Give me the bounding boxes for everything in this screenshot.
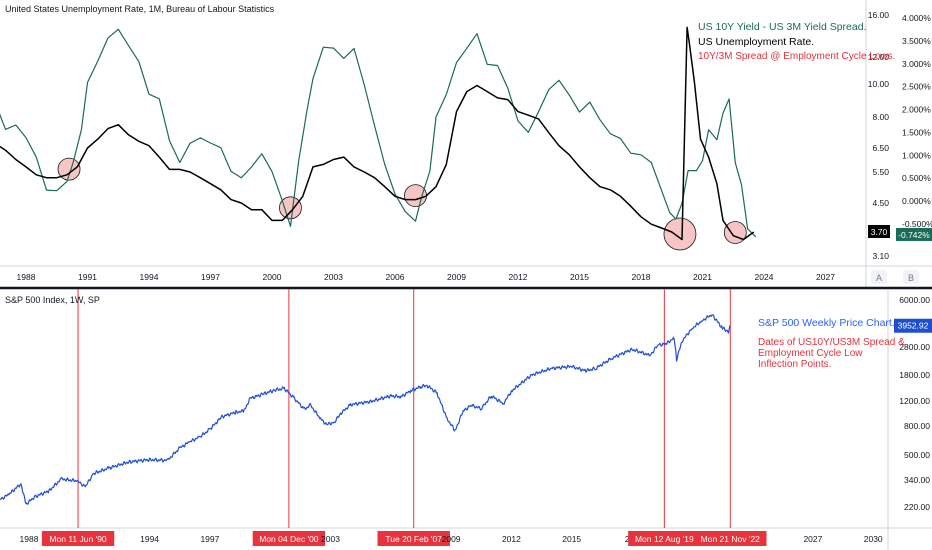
spread-tick: 4.000% <box>902 13 931 23</box>
spread-tick: 3.000% <box>902 59 931 69</box>
bottom-panel-series <box>0 314 731 505</box>
unemployment-tick: 4.50 <box>872 198 889 208</box>
spread-current-badge <box>896 227 932 241</box>
sp500-tick: 1200.00 <box>899 396 930 406</box>
date-marker-label: Mon 21 Nov '22 <box>701 534 761 544</box>
bottom-x-tick: 1988 <box>20 534 39 544</box>
unemployment-current-value: 3.70 <box>871 227 888 237</box>
top-x-tick: 2024 <box>755 272 774 282</box>
bottom-x-tick: 1994 <box>140 534 159 544</box>
sp500-current-value: 3952.92 <box>898 321 929 331</box>
sp500-tick: 340.00 <box>904 475 930 485</box>
top-x-tick: 2018 <box>632 272 651 282</box>
inflection-date-markers <box>77 289 731 528</box>
scale-button-a-label: A <box>876 273 882 283</box>
legend-dates-line3: Inflection Points. <box>758 359 831 370</box>
sp500-tick: 220.00 <box>904 502 930 512</box>
spread-tick: 1.000% <box>902 150 931 160</box>
bottom-x-tick: 2027 <box>803 534 822 544</box>
cycle-low-highlight <box>57 157 81 181</box>
legend-cycle-lows: 10Y/3M Spread @ Employment Cycle Lows. <box>698 51 895 62</box>
legend-spread: US 10Y Yield - US 3M Yield Spread. <box>698 21 866 33</box>
sp500-tick: 800.00 <box>904 421 930 431</box>
date-marker-badge <box>377 531 450 546</box>
legend-sp500: S&P 500 Weekly Price Chart. <box>758 317 895 329</box>
bottom-x-tick: 2009 <box>442 534 461 544</box>
unemployment-line <box>0 26 755 241</box>
top-panel-series <box>0 26 757 241</box>
spread-tick: 1.500% <box>902 127 931 137</box>
top-x-tick: 2006 <box>386 272 405 282</box>
scale-button-b-label: B <box>908 273 914 283</box>
employment-cycle-low-highlights <box>57 157 747 251</box>
sp500-line <box>0 314 731 505</box>
unemployment-tick: 5.50 <box>872 167 889 177</box>
top-x-tick: 2000 <box>263 272 282 282</box>
cycle-low-highlight <box>663 217 697 251</box>
sp500-current-badge <box>894 318 932 333</box>
spread-tick: 2.000% <box>902 105 931 115</box>
scale-button-a[interactable] <box>871 270 887 284</box>
legend-dates-line2: Employment Cycle Low <box>758 348 863 359</box>
top-x-tick: 2003 <box>324 272 343 282</box>
legend-unemployment: US Unemployment Rate. <box>698 36 814 48</box>
date-marker-label: Mon 04 Dec '00 <box>259 534 319 544</box>
date-marker-label: Mon 11 Jun '90 <box>49 534 106 544</box>
sp500-price-axis: 6000.00 2800.00 1800.00 1200.00 800.00 500.00… <box>894 295 932 512</box>
top-time-axis: 1988 1991 1994 1997 2000 2003 2006 2009 2012 2015… <box>17 272 836 282</box>
top-x-tick: 1988 <box>17 272 36 282</box>
unemployment-axis: 16.00 12.00 10.00 8.00 6.50 5.50 4.50 3.10 3.70 <box>868 10 890 261</box>
spread-tick: 0.000% <box>902 196 931 206</box>
sp500-tick: 6000.00 <box>899 295 930 305</box>
sp500-tick: 500.00 <box>904 450 930 460</box>
spread-line <box>0 28 757 238</box>
sp500-tick: 2800.00 <box>899 342 930 352</box>
unemployment-tick: 16.00 <box>868 10 890 20</box>
unemployment-tick: 3.10 <box>872 251 889 261</box>
scale-button-b[interactable] <box>903 270 919 284</box>
spread-tick: 2.500% <box>902 82 931 92</box>
top-x-tick: 2021 <box>693 272 712 282</box>
top-x-tick: 1991 <box>78 272 97 282</box>
top-x-tick: 2015 <box>570 272 589 282</box>
spread-axis: 4.000% 3.500% 3.000% 2.500% 2.000% 1.500% 1.00… <box>896 13 932 241</box>
unemployment-tick: 8.00 <box>872 112 889 122</box>
cycle-low-highlight <box>404 184 427 208</box>
date-marker-badge <box>694 531 767 546</box>
spread-tick: 0.500% <box>902 173 931 183</box>
bottom-x-tick: 1997 <box>200 534 219 544</box>
bottom-x-tick: 2012 <box>502 534 521 544</box>
cycle-low-highlight <box>279 196 302 220</box>
bottom-time-axis: 1988 Mon 11 Jun '90 1994 1997 Mon 04 Dec '00… <box>20 531 883 546</box>
date-marker-badge <box>41 531 115 546</box>
top-x-tick: 1994 <box>140 272 159 282</box>
cycle-low-highlight <box>723 221 747 244</box>
top-x-tick: 2009 <box>447 272 466 282</box>
spread-tick: -0.500% <box>902 219 932 229</box>
sp500-tick: 1800.00 <box>899 370 930 380</box>
date-marker-label: Mon 12 Aug '19 <box>635 534 694 544</box>
top-chart-title: United States Unemployment Rate, 1M, Bur… <box>5 4 275 14</box>
bottom-x-tick: 2015 <box>562 534 581 544</box>
date-marker-badge <box>252 531 326 546</box>
date-marker-badge <box>628 531 701 546</box>
spread-tick: 3.500% <box>902 36 931 46</box>
bottom-x-tick: 2003 <box>321 534 340 544</box>
top-x-tick: 2012 <box>509 272 528 282</box>
top-x-tick: 2027 <box>816 272 835 282</box>
unemployment-tick: 6.50 <box>872 143 889 153</box>
unemployment-current-badge <box>868 225 890 238</box>
date-marker-label: Tue 20 Feb '07 <box>385 534 442 544</box>
bottom-chart-title: S&P 500 Index, 1W, SP <box>5 295 100 305</box>
top-x-tick: 1997 <box>201 272 220 282</box>
bottom-x-tick: 2030 <box>864 534 883 544</box>
spread-current-value: -0.742% <box>898 230 930 240</box>
legend-dates-line1: Dates of US10Y/US3M Spread & <box>758 337 905 348</box>
unemployment-tick: 10.00 <box>868 79 890 89</box>
unemployment-tick: 12.00 <box>868 52 890 62</box>
